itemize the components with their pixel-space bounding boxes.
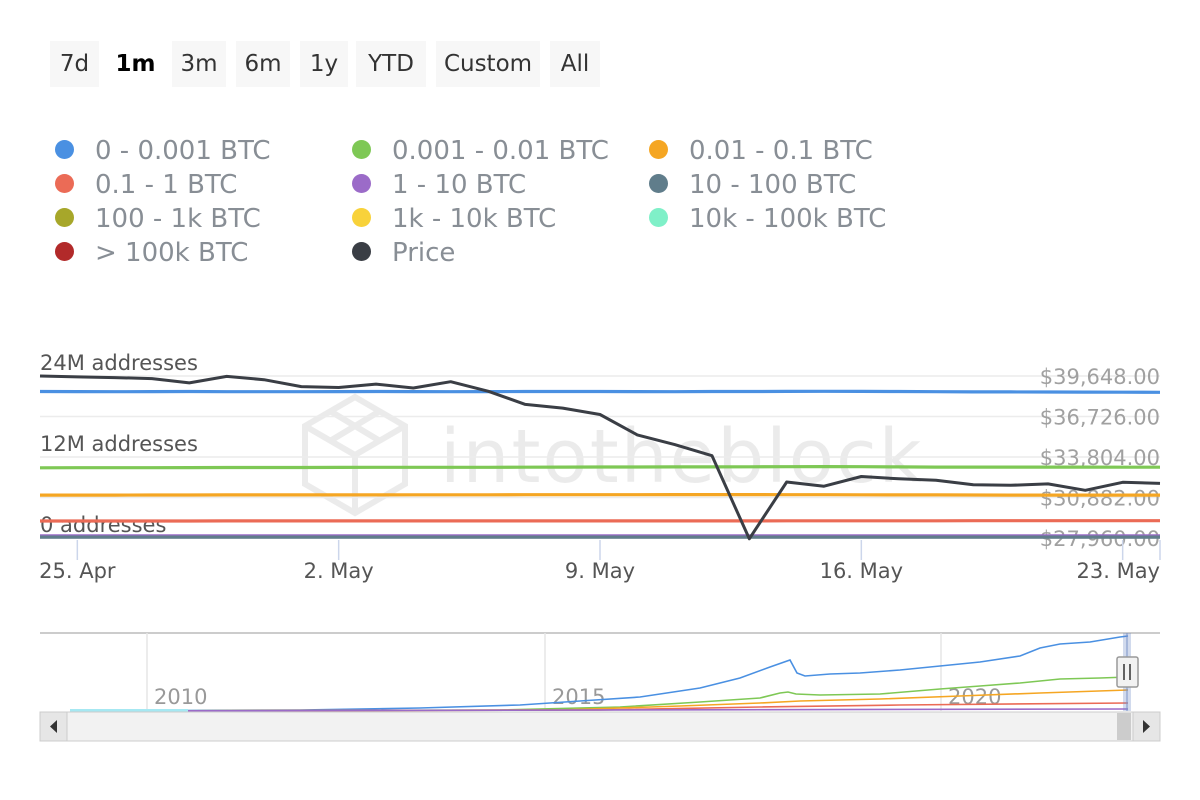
- x-tick-label: 16. May: [820, 559, 904, 583]
- x-tick-label: 23. May: [1077, 559, 1161, 583]
- range-3m-button[interactable]: 3m: [172, 41, 226, 87]
- range-all-button[interactable]: All: [550, 41, 600, 87]
- legend-label: 0 - 0.001 BTC: [95, 136, 271, 166]
- y-right-tick-label: $27,960.00: [1040, 527, 1160, 551]
- legend-item-1k-10k[interactable]: 1k - 10k BTC: [352, 202, 556, 236]
- range-7d-button[interactable]: 7d: [50, 41, 99, 87]
- legend-item-price[interactable]: Price: [352, 236, 455, 270]
- arrow-right-icon: [1143, 720, 1150, 733]
- navigator-series: [69, 635, 1129, 712]
- series-lines: [39, 374, 1161, 541]
- x-tick-label: 25. Apr: [39, 559, 116, 583]
- legend-dot-icon: [649, 174, 668, 193]
- legend-label: 0.01 - 0.1 BTC: [689, 136, 873, 166]
- series-line-2: [40, 493, 1160, 497]
- legend-item-10k-100k[interactable]: 10k - 100k BTC: [649, 202, 886, 236]
- legend-dot-icon: [55, 242, 74, 261]
- legend-dot-icon: [649, 208, 668, 227]
- legend-item-over-100k[interactable]: > 100k BTC: [55, 236, 248, 270]
- legend-dot-icon: [55, 174, 74, 193]
- legend-item-0-0001[interactable]: 0 - 0.001 BTC: [55, 134, 271, 168]
- legend-label: 10 - 100 BTC: [689, 170, 857, 200]
- legend-item-01-1[interactable]: 0.1 - 1 BTC: [55, 168, 237, 202]
- range-1y-button[interactable]: 1y: [300, 41, 348, 87]
- legend-label: > 100k BTC: [95, 238, 249, 268]
- scrollbar-right-button[interactable]: [1132, 711, 1161, 742]
- legend-label: 100 - 1k BTC: [95, 204, 261, 234]
- legend-item-0001-001[interactable]: 0.001 - 0.01 BTC: [352, 134, 609, 168]
- y-left-tick-label: 12M addresses: [40, 432, 198, 456]
- legend-dot-icon: [55, 208, 74, 227]
- series-line-6: [39, 374, 1161, 541]
- legend-dot-icon: [649, 140, 668, 159]
- y-left-tick-label: 24M addresses: [40, 351, 198, 375]
- legend-label: Price: [392, 238, 456, 268]
- legend: 0 - 0.001 BTC 0.001 - 0.01 BTC 0.01 - 0.…: [0, 0, 1200, 280]
- x-tick-label: 2. May: [304, 559, 374, 583]
- scrollbar[interactable]: [39, 711, 1161, 742]
- navigator-line-0-0001: [69, 635, 1129, 712]
- legend-label: 1 - 10 BTC: [392, 170, 527, 200]
- navigator-line-001-01: [69, 689, 1129, 712]
- legend-dot-icon: [352, 174, 371, 193]
- legend-item-10-100[interactable]: 10 - 100 BTC: [649, 168, 856, 202]
- range-ytd-button[interactable]: YTD: [356, 41, 426, 87]
- series-line-1: [39, 465, 1160, 470]
- navigator-line-0001-001: [69, 676, 1129, 712]
- range-1m-button[interactable]: 1m: [108, 41, 163, 87]
- legend-dot-icon: [352, 208, 371, 227]
- watermark-logo-icon: [302, 393, 408, 517]
- navigator-left-mask: [70, 709, 188, 712]
- legend-label: 1k - 10k BTC: [392, 204, 557, 234]
- navigator-year-2010: 2010: [154, 685, 207, 709]
- navigator-handle-icon[interactable]: [1116, 656, 1139, 688]
- legend-dot-icon: [352, 242, 371, 261]
- y-right-tick-label: $30,882.00: [1040, 487, 1160, 511]
- legend-label: 0.1 - 1 BTC: [95, 170, 238, 200]
- x-tick-label: 9. May: [565, 559, 635, 583]
- series-line-0: [39, 389, 1161, 394]
- y-right-tick-label: $36,726.00: [1040, 406, 1160, 430]
- legend-dot-icon: [55, 140, 74, 159]
- legend-item-1-10[interactable]: 1 - 10 BTC: [352, 168, 526, 202]
- y-left-tick-label: 0 addresses: [40, 513, 166, 537]
- legend-label: 0.001 - 0.01 BTC: [392, 136, 609, 166]
- y-axis-left: 0 addresses 12M addresses 24M addresses: [40, 351, 198, 537]
- legend-label: 10k - 100k BTC: [689, 204, 887, 234]
- legend-item-001-01[interactable]: 0.01 - 0.1 BTC: [649, 134, 873, 168]
- navigator: 2010 2015 2020: [40, 632, 1160, 712]
- y-right-tick-label: $39,648.00: [1040, 365, 1160, 389]
- legend-item-100-1k[interactable]: 100 - 1k BTC: [55, 202, 261, 236]
- scrollbar-thumb[interactable]: [1117, 713, 1131, 740]
- navigator-line-1-10: [69, 708, 1129, 712]
- range-custom-button[interactable]: Custom: [436, 41, 540, 87]
- range-6m-button[interactable]: 6m: [236, 41, 290, 87]
- arrow-left-icon: [50, 720, 57, 733]
- legend-dot-icon: [352, 140, 371, 159]
- x-axis: 25. Apr 2. May 9. May 16. May 23. May: [39, 540, 1161, 583]
- grid-lines: [40, 375, 1160, 539]
- scrollbar-track[interactable]: [39, 711, 1161, 742]
- navigator-background: [40, 633, 1160, 711]
- navigator-year-2015: 2015: [552, 685, 605, 709]
